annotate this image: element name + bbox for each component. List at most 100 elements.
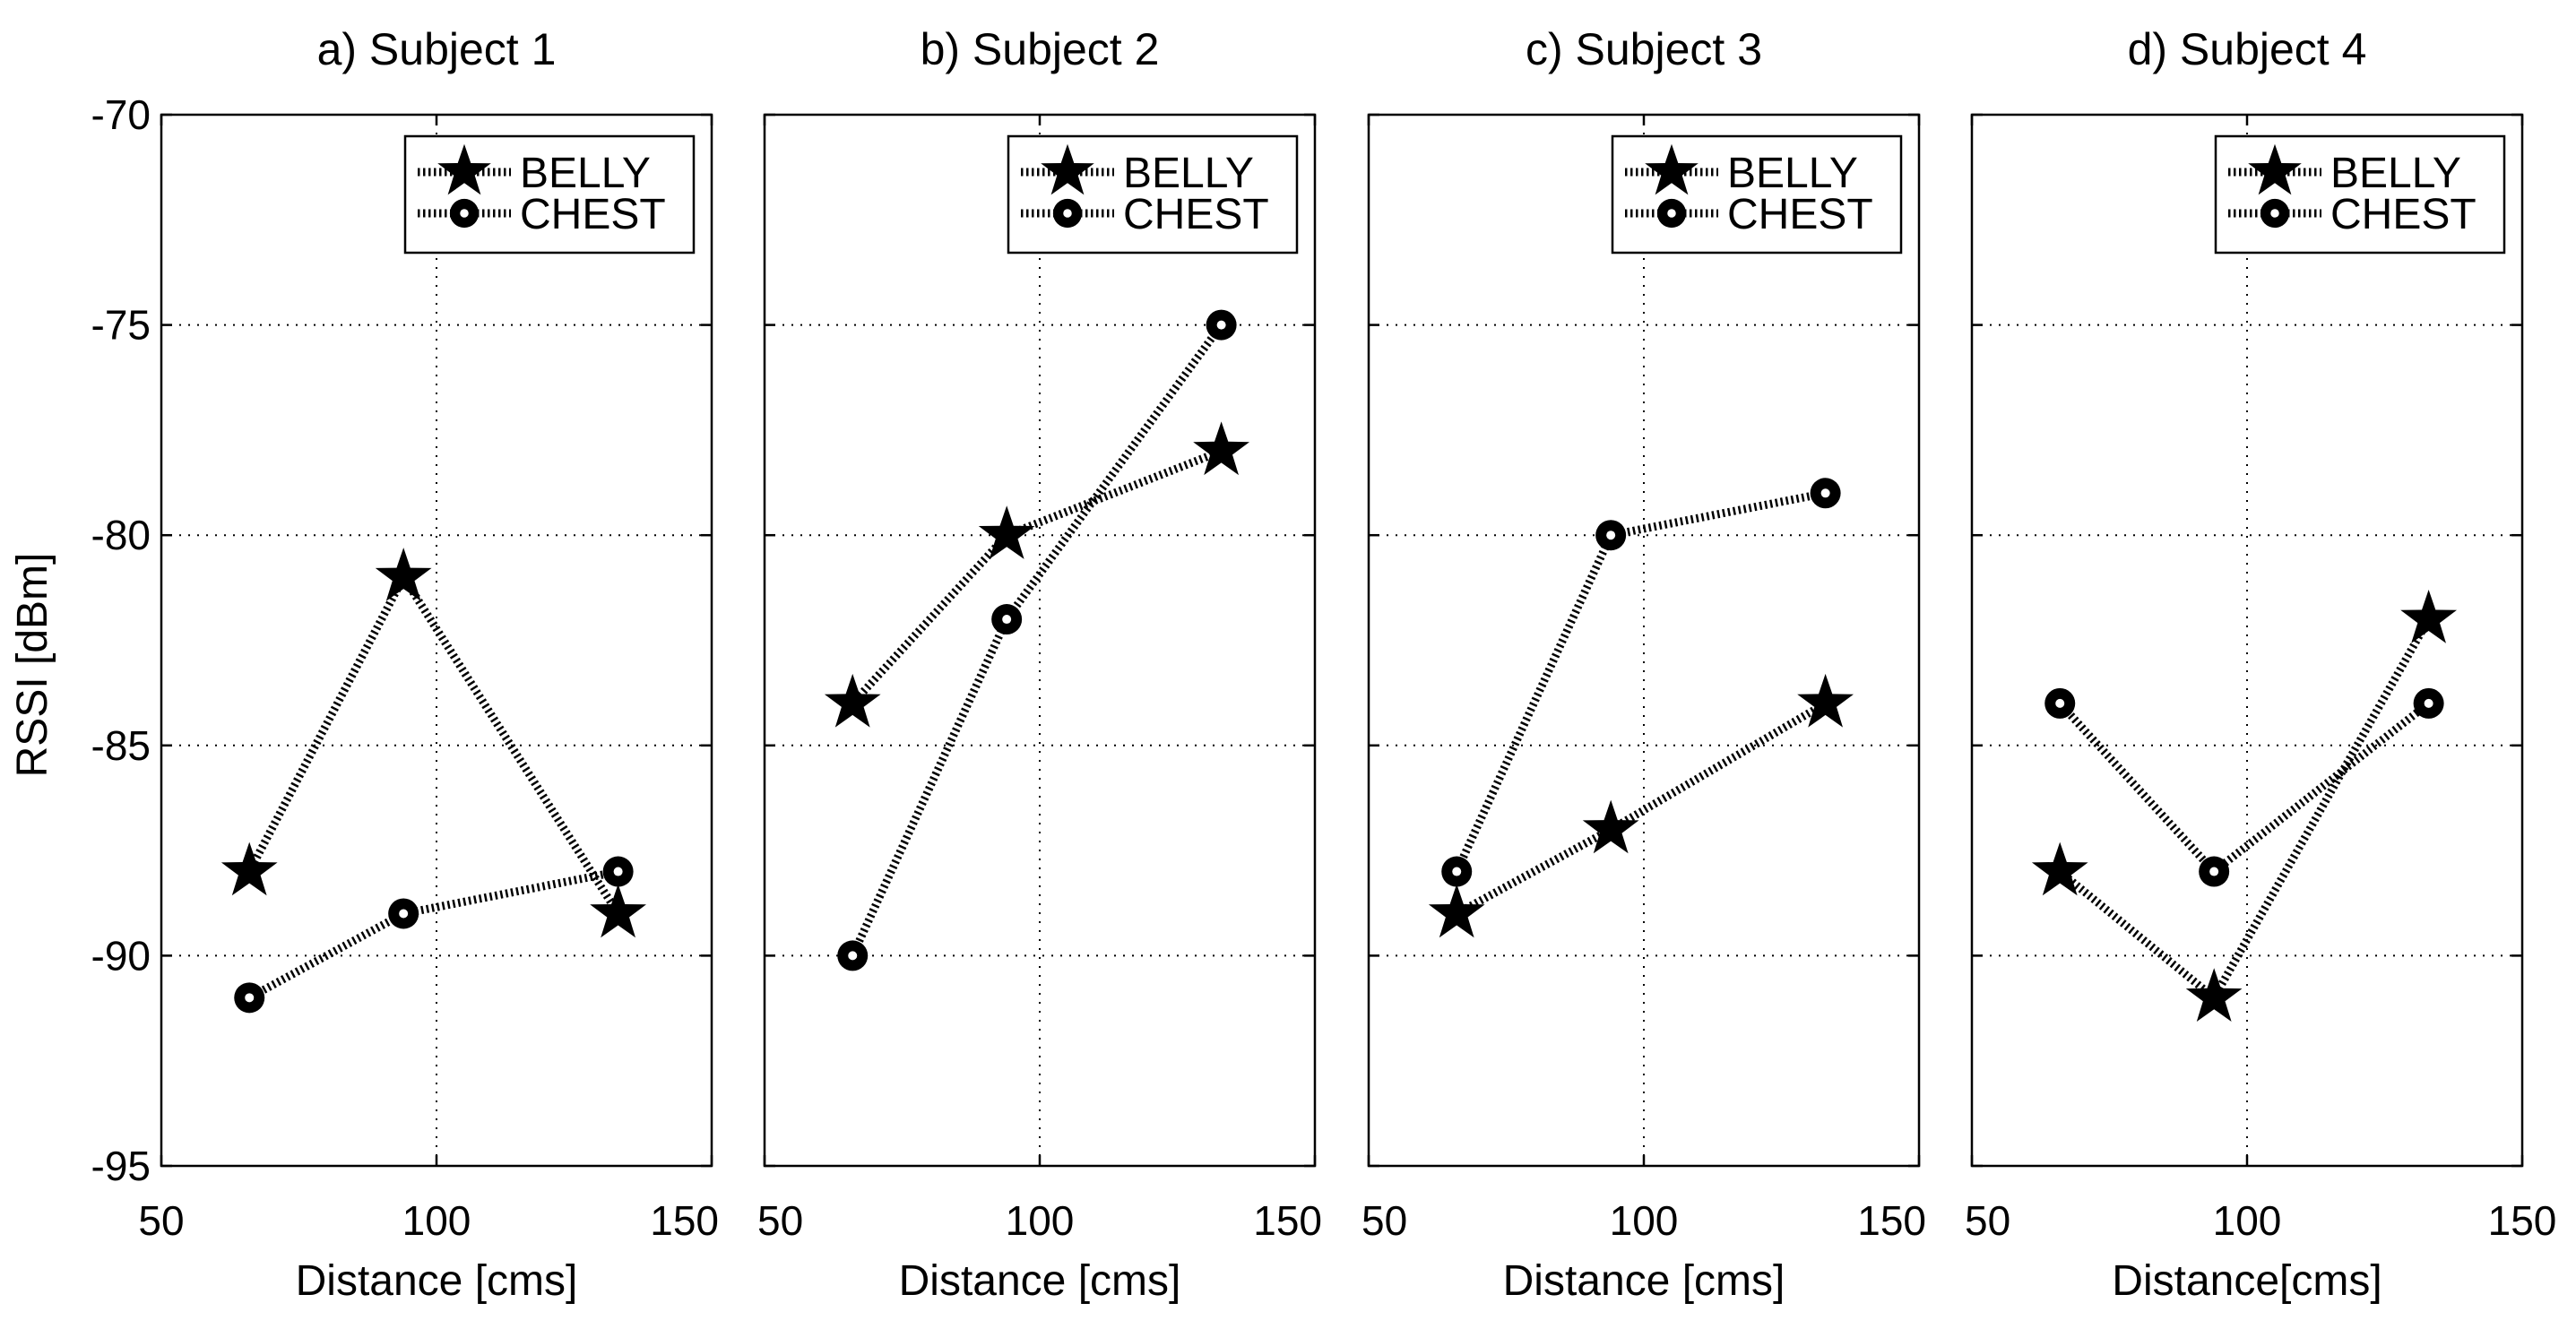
y-tick-label: -95 xyxy=(91,1143,151,1189)
series-belly-point xyxy=(2031,841,2088,896)
legend-box xyxy=(1611,134,1903,255)
y-tick-label: -75 xyxy=(91,302,151,349)
series-chest-point-hole xyxy=(1606,531,1616,540)
series-belly-point xyxy=(590,884,646,938)
series-chest-point xyxy=(2044,687,2076,719)
panel-title: a) Subject 1 xyxy=(317,24,557,74)
legend-box xyxy=(403,134,696,255)
x-tick-label: 100 xyxy=(402,1197,471,1244)
x-tick-label: 100 xyxy=(1006,1197,1075,1244)
legend-chest-marker-hole xyxy=(1667,209,1676,218)
x-tick-label: 150 xyxy=(1857,1197,1926,1244)
series-belly-point xyxy=(978,505,1035,559)
legend-belly-marker xyxy=(1041,143,1094,195)
panel-title: b) Subject 2 xyxy=(921,24,1160,74)
y-tick-label: -90 xyxy=(91,932,151,979)
series-chest-point xyxy=(1206,309,1237,341)
series-chest-point xyxy=(837,940,869,971)
series-chest-point xyxy=(234,982,265,1014)
series-belly xyxy=(1428,673,1854,938)
series-chest-point xyxy=(602,856,634,887)
legend-belly-marker xyxy=(1645,143,1699,195)
series-chest-point xyxy=(1441,856,1473,887)
legend-chest-marker-hole xyxy=(2270,209,2279,218)
series-chest xyxy=(837,309,1237,971)
legend-chest-marker xyxy=(449,198,480,229)
series-chest xyxy=(2044,687,2444,887)
x-axis-label: Distance [cms] xyxy=(899,1257,1181,1305)
series-belly-point xyxy=(1797,673,1854,728)
y-tick-label: -85 xyxy=(91,722,151,769)
series-chest-point-hole xyxy=(848,951,858,961)
x-axis-label: Distance[cms] xyxy=(2112,1257,2382,1305)
legend-chest-label: CHEST xyxy=(1123,191,1269,238)
x-tick-label: 150 xyxy=(2488,1197,2557,1244)
y-tick-label: -70 xyxy=(91,91,151,138)
legend-chest-label: CHEST xyxy=(520,191,666,238)
series-belly-point xyxy=(1428,884,1485,938)
series-chest-point-hole xyxy=(1216,320,1226,330)
legend-belly-label: BELLY xyxy=(2330,150,2461,197)
series-chest-point xyxy=(991,604,1023,635)
x-tick-label: 150 xyxy=(1253,1197,1322,1244)
series-chest-point xyxy=(388,898,419,929)
legend-belly-label: BELLY xyxy=(1123,150,1254,197)
series-belly xyxy=(220,548,646,938)
series-belly-point xyxy=(2400,590,2457,643)
y-tick-label: -80 xyxy=(91,512,151,558)
series-chest-point-hole xyxy=(613,867,623,876)
x-tick-label: 50 xyxy=(1361,1197,1407,1244)
series-belly-point xyxy=(1582,799,1639,854)
series-chest-point-hole xyxy=(2209,867,2219,876)
legend-belly-label: BELLY xyxy=(520,150,651,197)
panel-title: d) Subject 4 xyxy=(2128,24,2367,74)
legend-box xyxy=(1007,134,1299,255)
series-belly xyxy=(2031,590,2457,1022)
legend-belly-label: BELLY xyxy=(1727,150,1858,197)
series-chest-point-hole xyxy=(1002,615,1012,625)
series-chest-line xyxy=(2056,700,2432,877)
x-axis-label: Distance [cms] xyxy=(1503,1257,1785,1305)
series-chest-point-hole xyxy=(2055,698,2065,708)
series-belly-line xyxy=(246,569,622,916)
legend-chest-label: CHEST xyxy=(1727,191,1873,238)
legend-chest-marker xyxy=(1656,198,1687,229)
series-chest-point xyxy=(1810,478,1841,509)
x-tick-label: 100 xyxy=(2213,1197,2282,1244)
legend-chest-marker-hole xyxy=(1063,209,1072,218)
legend-belly-marker xyxy=(437,143,491,195)
legend-belly-marker xyxy=(2248,143,2302,195)
x-tick-label: 50 xyxy=(1965,1197,2010,1244)
series-belly-point xyxy=(2185,968,2243,1022)
series-chest-point xyxy=(2199,856,2230,887)
legend-box xyxy=(2214,134,2506,255)
panel-1: -95 -90 -85 -80 -75 -70 50 100 150 a) Subject 1 Di… xyxy=(91,24,719,1305)
series-belly xyxy=(824,421,1249,728)
x-tick-label: 50 xyxy=(757,1197,803,1244)
series-belly-point xyxy=(375,548,432,601)
series-belly-point xyxy=(220,841,278,896)
series-belly-line xyxy=(849,447,1223,706)
series-chest xyxy=(1441,478,1841,887)
series-belly-point xyxy=(824,673,881,728)
legend-chest-marker xyxy=(2260,198,2290,229)
panel-4: 50 100 150 d) Subject 4 Distance[cms] BELLYCH… xyxy=(1965,24,2556,1305)
series-chest-point xyxy=(2413,687,2444,719)
legend-chest-marker xyxy=(1052,198,1083,229)
panels: -95 -90 -85 -80 -75 -70 50 100 150 a) Subject 1 Di… xyxy=(91,24,2557,1305)
legend-chest-marker-hole xyxy=(460,209,469,218)
series-belly-point xyxy=(1193,421,1249,476)
series-chest-point-hole xyxy=(1452,867,1462,876)
x-axis-label: Distance [cms] xyxy=(296,1257,578,1305)
panel-2: 50 100 150 b) Subject 2 Distance [cms] BELLYC… xyxy=(757,24,1322,1305)
series-chest-point-hole xyxy=(245,993,255,1003)
series-chest-point-hole xyxy=(399,909,409,919)
x-tick-label: 150 xyxy=(650,1197,719,1244)
series-chest-point-hole xyxy=(1820,488,1830,498)
panel-title: c) Subject 3 xyxy=(1526,24,1762,74)
x-tick-label: 100 xyxy=(1610,1197,1679,1244)
